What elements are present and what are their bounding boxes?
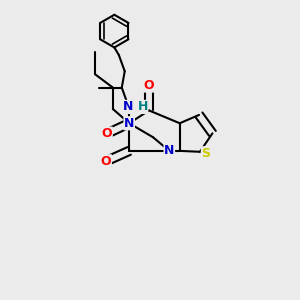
Text: O: O bbox=[144, 79, 154, 92]
Text: O: O bbox=[101, 155, 111, 168]
Text: H: H bbox=[137, 100, 148, 113]
Text: S: S bbox=[201, 147, 210, 160]
Text: N: N bbox=[164, 144, 175, 158]
Text: N: N bbox=[124, 117, 134, 130]
Text: N: N bbox=[122, 100, 133, 113]
Text: O: O bbox=[102, 127, 112, 140]
